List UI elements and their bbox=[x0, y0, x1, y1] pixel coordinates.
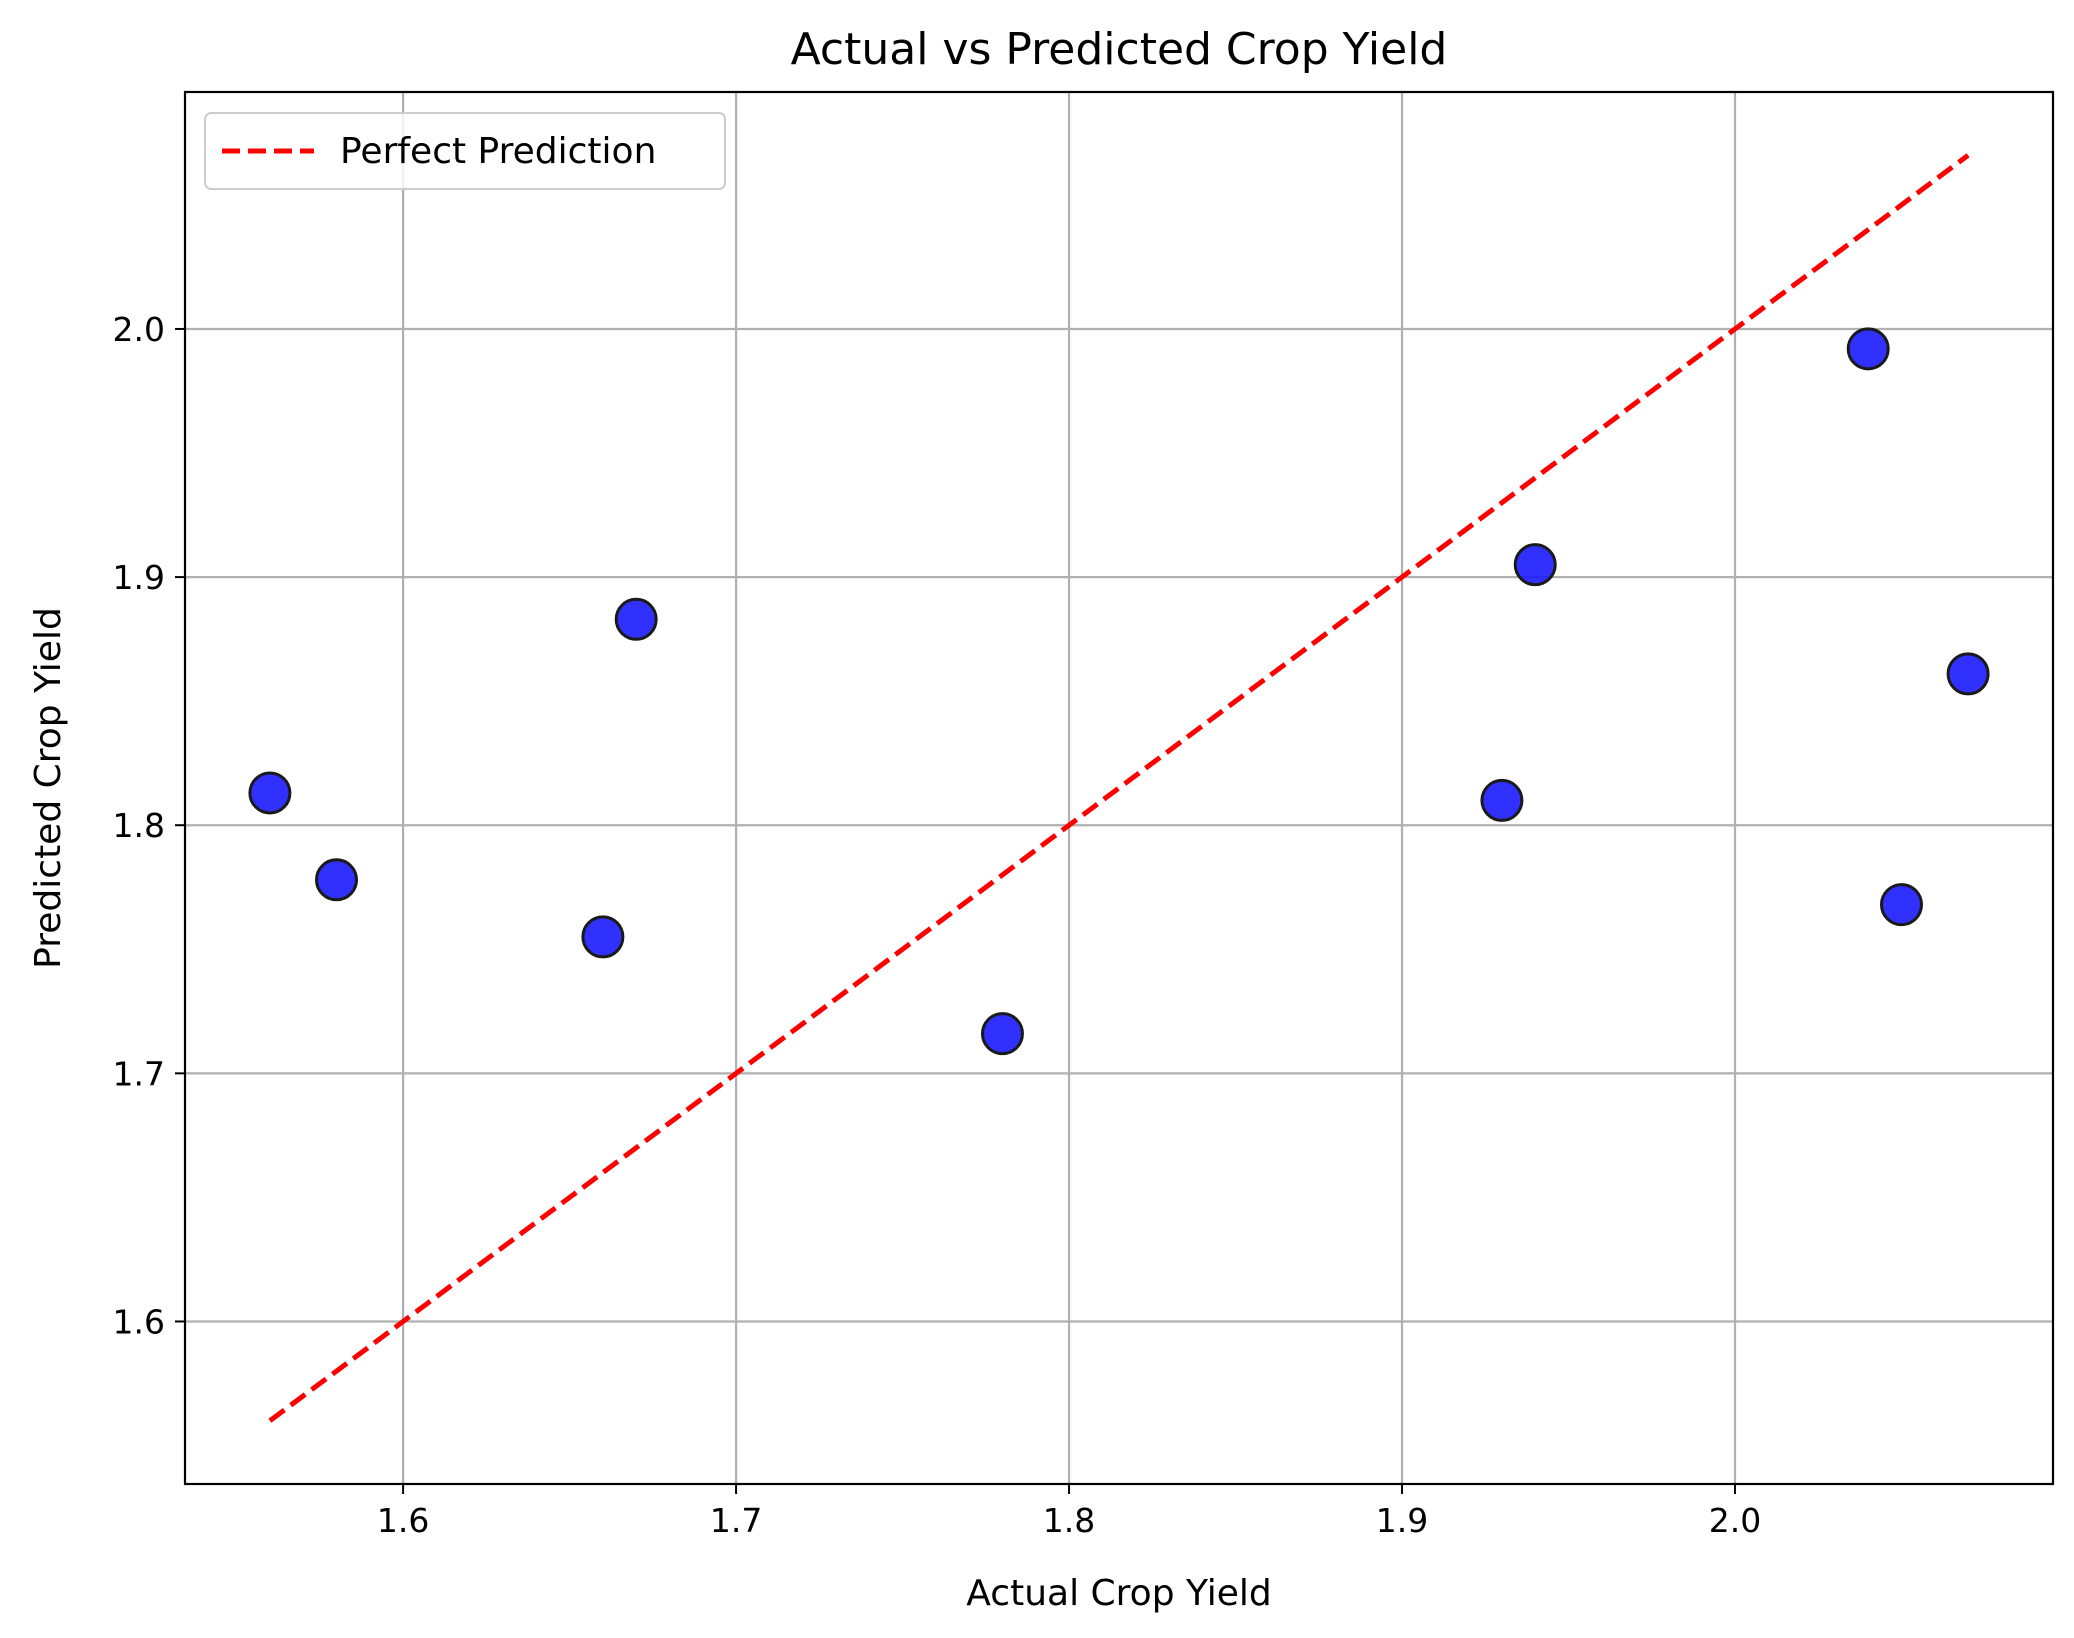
scatter-point bbox=[614, 597, 658, 641]
x-tick-label: 1.7 bbox=[710, 1501, 762, 1540]
chart-title: Actual vs Predicted Crop Yield bbox=[791, 24, 1448, 75]
x-tick-label: 1.8 bbox=[1043, 1501, 1095, 1540]
scatter-point bbox=[1513, 543, 1557, 587]
axis-ticks: 1.6 1.7 1.8 1.9 2.0 1.6 1.7 1.8 1.9 2.0 bbox=[113, 310, 1762, 1540]
grid bbox=[185, 92, 2053, 1484]
y-tick-label: 1.8 bbox=[113, 806, 165, 845]
scatter-points bbox=[248, 327, 1990, 1056]
x-tick-label: 1.6 bbox=[377, 1501, 429, 1540]
x-tick-label: 1.9 bbox=[1376, 1501, 1428, 1540]
perfect-prediction-line bbox=[268, 153, 1970, 1423]
y-tick-label: 2.0 bbox=[113, 310, 165, 349]
scatter-point bbox=[1846, 327, 1890, 371]
scatter-point bbox=[1480, 778, 1524, 822]
plot-frame bbox=[183, 90, 2055, 1486]
scatter-point bbox=[581, 915, 625, 959]
legend-box bbox=[204, 112, 726, 190]
legend: Perfect Prediction bbox=[204, 112, 726, 190]
scatter-point bbox=[315, 858, 359, 902]
scatter-point bbox=[980, 1012, 1024, 1056]
x-tick-label: 2.0 bbox=[1709, 1501, 1761, 1540]
scatter-point bbox=[248, 771, 292, 815]
y-tick-label: 1.7 bbox=[113, 1054, 165, 1093]
y-axis-label: Predicted Crop Yield bbox=[28, 607, 69, 969]
y-tick-label: 1.9 bbox=[113, 558, 165, 597]
legend-label-perfect-prediction: Perfect Prediction bbox=[340, 131, 656, 172]
scatter-point bbox=[1879, 883, 1923, 927]
scatter-point bbox=[1946, 652, 1990, 696]
x-axis-label: Actual Crop Yield bbox=[966, 1573, 1271, 1614]
y-tick-label: 1.6 bbox=[113, 1302, 165, 1341]
reference-line-layer bbox=[268, 153, 1970, 1423]
